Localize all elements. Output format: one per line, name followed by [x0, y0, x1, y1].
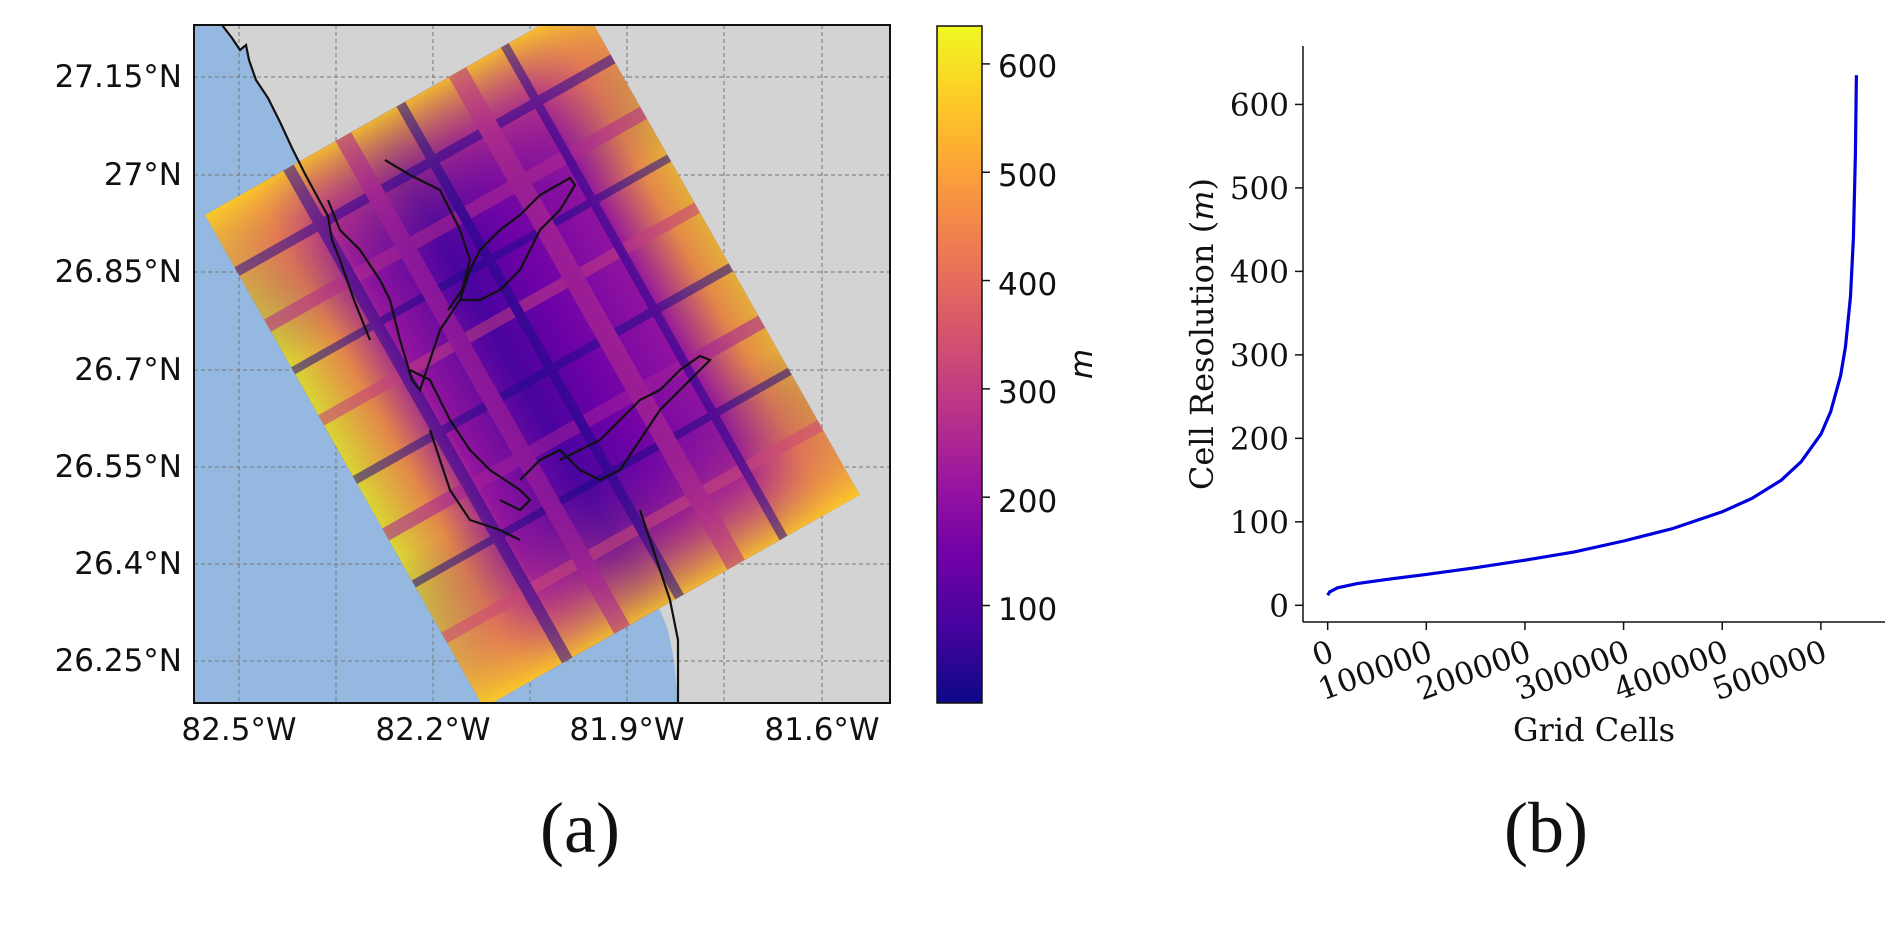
lon-tick-label: 81.6°W — [764, 712, 879, 748]
y-tick-label: 0 — [1269, 588, 1289, 624]
lat-tick-label: 26.7°N — [74, 352, 182, 388]
panel-a-caption: (a) — [540, 788, 620, 868]
colorbar-tick-label: 300 — [998, 375, 1057, 411]
x-tick-label: 500000 — [1708, 634, 1832, 708]
lat-tick-label: 26.85°N — [55, 254, 182, 290]
lat-tick-label: 26.4°N — [74, 546, 182, 582]
panel-b-chart: 0 100 200 300 400 500 600 01000002000003000004… — [1183, 46, 1885, 749]
y-tick-label: 600 — [1230, 87, 1289, 123]
y-ticks: 0 100 200 300 400 500 600 — [1230, 87, 1303, 624]
y-axis-label-part: ) — [1183, 178, 1221, 190]
colorbar-gradient — [936, 25, 983, 704]
y-tick-label: 500 — [1230, 171, 1289, 207]
y-tick-label: 400 — [1230, 254, 1289, 290]
lat-tick-labels: 27.15°N 27°N 26.85°N 26.7°N 26.55°N 26.4… — [55, 59, 182, 679]
lat-tick-label: 27°N — [104, 157, 182, 193]
y-axis-label-part: m — [1183, 190, 1221, 220]
panel-a-map — [194, 25, 890, 703]
map-frame — [193, 24, 891, 704]
colorbar-tick-label: 400 — [998, 267, 1057, 303]
colorbar-label: m — [1064, 349, 1100, 379]
lat-tick-label: 26.55°N — [55, 449, 182, 485]
colorbar-ticks — [982, 63, 990, 607]
colorbar-tick-label: 100 — [998, 592, 1057, 628]
colorbar-tick-label: 500 — [998, 158, 1057, 194]
y-tick-label: 200 — [1230, 421, 1289, 457]
panel-b-caption: (b) — [1504, 788, 1588, 868]
resolution-curve — [1326, 75, 1858, 597]
colorbar: 600 500 400 300 200 100 m — [936, 25, 1100, 704]
lon-tick-label: 82.2°W — [375, 712, 490, 748]
y-tick-label: 300 — [1230, 338, 1289, 374]
lon-tick-label: 81.9°W — [569, 712, 684, 748]
x-axis-label: Grid Cells — [1513, 711, 1675, 749]
y-axis-label: Cell Resolution (m) — [1183, 178, 1221, 490]
y-axis-label-part: Cell Resolution ( — [1183, 221, 1221, 490]
lon-tick-labels: 82.5°W 82.2°W 81.9°W 81.6°W — [181, 712, 879, 748]
lat-tick-label: 27.15°N — [55, 59, 182, 95]
y-tick-label: 100 — [1230, 505, 1289, 541]
lat-tick-label: 26.25°N — [55, 643, 182, 679]
colorbar-tick-label: 200 — [998, 484, 1057, 520]
lon-tick-label: 82.5°W — [181, 712, 296, 748]
coastline — [221, 25, 712, 703]
colorbar-tick-label: 600 — [998, 49, 1057, 85]
